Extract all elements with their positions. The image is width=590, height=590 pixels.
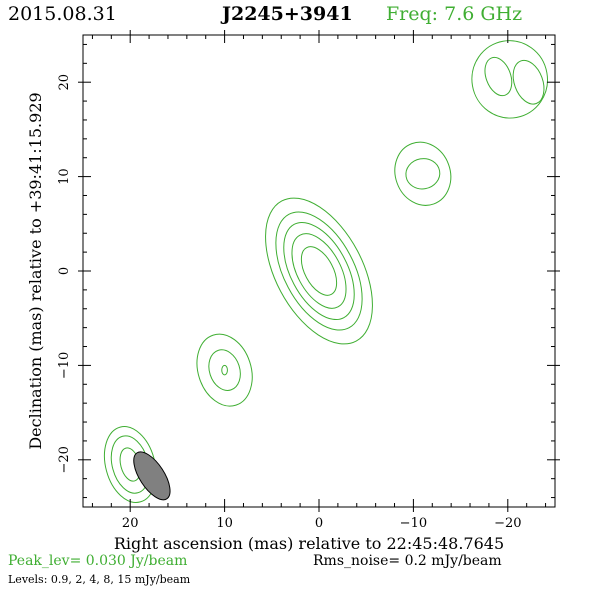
x-tick-label: 0 — [315, 516, 323, 531]
x-tick-label: 10 — [216, 516, 233, 531]
contour-5-1 — [471, 40, 548, 119]
x-tick-label: 20 — [122, 516, 139, 531]
restoring-beam — [133, 451, 171, 501]
plot-frame — [82, 34, 556, 508]
y-tick-label: 10 — [57, 168, 72, 185]
contour-1-3 — [283, 221, 355, 321]
contour-4-2 — [405, 158, 441, 190]
contour-levels: Levels: 0.9, 2, 4, 8, 15 mJy/beam — [8, 573, 191, 586]
source-name: J2245+3941 — [222, 3, 353, 25]
contour-2-3 — [221, 364, 228, 376]
y-tick-label: −20 — [57, 446, 72, 473]
date-label: 2015.08.31 — [8, 3, 117, 25]
contour-1-1 — [265, 197, 373, 345]
y-tick-label: 20 — [57, 74, 72, 91]
tick-label-layer: 20 10 0 −10 −20 20 10 0 −10 −20 — [57, 74, 522, 531]
contour-1-5 — [300, 246, 338, 296]
y-tick-label: 0 — [57, 267, 72, 275]
contour-1-2 — [275, 211, 363, 331]
contour-2-1 — [196, 333, 253, 407]
contour-7-1 — [512, 59, 545, 105]
contour-layer — [103, 40, 548, 503]
tick-layer — [78, 30, 560, 512]
contour-4-1 — [394, 141, 452, 206]
contour-6-1 — [484, 56, 513, 97]
contour-3-1 — [103, 426, 157, 503]
x-axis-label: Right ascension (mas) relative to 22:45:… — [114, 534, 504, 553]
frequency-label: Freq: 7.6 GHz — [386, 3, 523, 25]
beam-layer — [133, 451, 171, 501]
x-tick-label: −10 — [400, 516, 427, 531]
y-axis-label: Declination (mas) relative to +39:41:15.… — [26, 92, 45, 449]
y-tick-label: −10 — [57, 352, 72, 379]
contour-2-2 — [208, 349, 241, 391]
contour-1-4 — [291, 233, 347, 309]
x-tick-label: −20 — [494, 516, 521, 531]
rms-noise: Rms_noise= 0.2 mJy/beam — [313, 553, 502, 569]
peak-level: Peak_lev= 0.030 Jy/beam — [8, 553, 188, 569]
